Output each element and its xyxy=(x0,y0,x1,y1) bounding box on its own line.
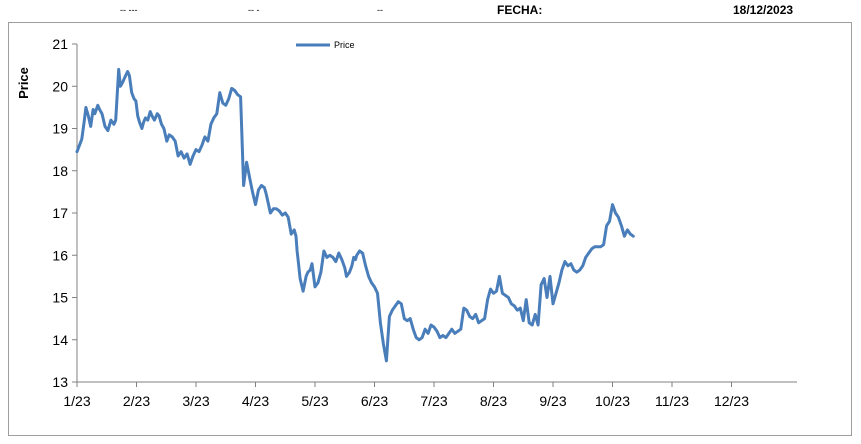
x-tick-label: 1/23 xyxy=(63,393,90,409)
header-field-3: -- xyxy=(377,5,383,15)
x-tick-label: 7/23 xyxy=(420,393,447,409)
x-tick-label: 4/23 xyxy=(242,393,269,409)
y-tick-label: 16 xyxy=(52,247,68,263)
x-tick-label: 11/23 xyxy=(655,393,689,409)
y-tick-label: 17 xyxy=(52,205,68,221)
x-tick-label: 5/23 xyxy=(301,393,328,409)
legend-label-price: Price xyxy=(334,40,355,50)
legend: Price xyxy=(296,40,355,50)
report-header: -- --- -- - -- FECHA: 18/12/2023 xyxy=(0,0,861,20)
x-tick-label: 8/23 xyxy=(480,393,507,409)
y-tick-label: 15 xyxy=(52,290,68,306)
chart-frame xyxy=(8,22,852,436)
x-tick-label: 3/23 xyxy=(182,393,209,409)
y-tick-label: 14 xyxy=(52,332,68,348)
header-field-2: -- - xyxy=(248,5,260,15)
x-tick-label: 6/23 xyxy=(361,393,388,409)
x-tick-label: 2/23 xyxy=(123,393,150,409)
y-axis-label: Price xyxy=(16,67,31,99)
fecha-label: FECHA: xyxy=(497,3,543,17)
y-tick-label: 19 xyxy=(52,121,68,137)
y-tick-label: 20 xyxy=(52,78,68,94)
header-field-1: -- --- xyxy=(120,5,138,15)
x-tick-label: 9/23 xyxy=(539,393,566,409)
x-tick-label: 12/23 xyxy=(714,393,749,409)
y-tick-label: 18 xyxy=(52,163,68,179)
fecha-value: 18/12/2023 xyxy=(733,3,794,17)
x-tick-label: 10/23 xyxy=(595,393,630,409)
series-line-price xyxy=(75,67,635,363)
y-tick-label: 21 xyxy=(52,36,68,52)
y-tick-label: 13 xyxy=(52,374,68,390)
